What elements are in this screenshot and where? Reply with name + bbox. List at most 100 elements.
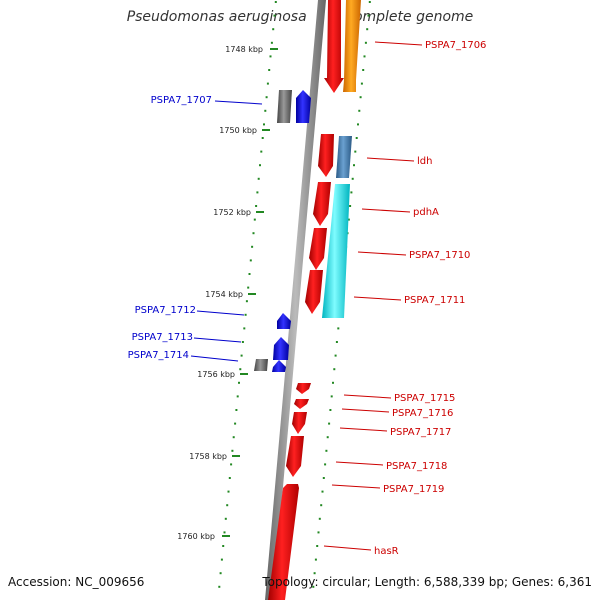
- right-track-dot: [335, 341, 338, 343]
- gene-arrow-pspa7-1718: [286, 436, 304, 477]
- gene-arrow-pspa7-1715: [296, 383, 311, 394]
- left-track-dot: [251, 245, 254, 248]
- left-track-dot: [274, 1, 277, 3]
- right-gene-labels: PSPA7_1706 ldh pdhA PSPA7_1710 PSPA7_171…: [323, 40, 486, 557]
- left-track-dot: [273, 14, 276, 17]
- left-track-dot: [223, 531, 226, 534]
- gene-arrow-ldh: [336, 136, 352, 178]
- gene-arrow-pspa7-1706: [343, 0, 361, 92]
- gene-label-pspa7-1706[interactable]: PSPA7_1706: [425, 40, 486, 51]
- left-track-dot: [252, 232, 255, 235]
- left-track-dot: [245, 300, 248, 303]
- left-track-dot: [222, 545, 225, 547]
- right-track-dot: [330, 395, 333, 398]
- gene-arrow-pspa7-1717: [292, 412, 307, 434]
- gene-label-pspa7-1707[interactable]: PSPA7_1707: [151, 95, 212, 106]
- right-track-dot: [318, 517, 321, 520]
- leader-pspa7-1713: [193, 337, 242, 343]
- gene-label-pspa7-1718[interactable]: PSPA7_1718: [386, 461, 447, 472]
- gene-label-pspa7-1717[interactable]: PSPA7_1717: [390, 427, 451, 438]
- right-track-dot: [368, 1, 371, 3]
- left-track-dot: [268, 69, 271, 71]
- left-track-dot: [270, 41, 273, 44]
- genome-title: Pseudomonas aeruginosa PA7, complete gen…: [126, 9, 474, 25]
- gene-arrow-red-1: [318, 134, 334, 177]
- scale-ticks: 1748 kbp 1750 kbp 1752 kbp 1754 kbp 1756…: [177, 45, 278, 541]
- leader-pspa7-1714: [190, 355, 239, 362]
- left-track-dot: [239, 368, 242, 371]
- gene-label-ldh[interactable]: ldh: [417, 156, 432, 167]
- gene-arrow-gray-1707: [277, 90, 292, 123]
- tick-label-1750: 1750 kbp: [219, 126, 257, 135]
- right-track-dot: [317, 531, 320, 534]
- gene-label-pspa7-1711[interactable]: PSPA7_1711: [404, 295, 465, 306]
- gene-arrow-pspa7-1706-red: [324, 0, 344, 93]
- left-track-dot: [220, 558, 223, 561]
- left-dotted-track: [218, 1, 277, 588]
- right-track-dot: [328, 422, 331, 425]
- gene-label-pspa7-1715[interactable]: PSPA7_1715: [394, 393, 455, 404]
- left-track-dot: [261, 137, 264, 139]
- leader-pspa7-1717: [339, 427, 388, 432]
- left-track-dot: [266, 82, 269, 85]
- tick-label-1756: 1756 kbp: [197, 370, 235, 379]
- leader-pspa7-1712: [196, 310, 245, 316]
- right-track-dot: [334, 354, 337, 357]
- right-track-dot: [362, 69, 365, 71]
- left-track-dot: [238, 381, 240, 384]
- left-track-dot: [236, 395, 239, 398]
- leader-pspa7-1707: [214, 100, 263, 105]
- right-track-dot: [332, 381, 334, 384]
- left-track-dot: [244, 313, 247, 316]
- right-track-dot: [353, 164, 355, 167]
- right-track-dot: [333, 368, 336, 371]
- tick-label-1758: 1758 kbp: [189, 452, 227, 461]
- left-track-dot: [243, 327, 246, 330]
- right-track-dot: [358, 109, 361, 112]
- right-track-dot: [351, 177, 354, 180]
- left-track-dot: [228, 477, 231, 479]
- gene-label-pspa7-1712[interactable]: PSPA7_1712: [135, 305, 196, 316]
- leader-pspa7-1716: [341, 408, 390, 413]
- gene-label-pdha[interactable]: pdhA: [413, 207, 439, 218]
- gene-label-pspa7-1714[interactable]: PSPA7_1714: [128, 350, 189, 361]
- left-track-dot: [219, 572, 222, 575]
- right-track-dot: [314, 558, 317, 561]
- gene-label-hasr[interactable]: hasR: [374, 546, 399, 557]
- gene-label-pspa7-1713[interactable]: PSPA7_1713: [132, 332, 193, 343]
- leader-pdha: [361, 208, 411, 213]
- left-track-dot: [231, 449, 234, 452]
- gene-arrow-red-3: [309, 228, 327, 270]
- right-track-dot: [366, 28, 369, 31]
- left-track-dot: [224, 517, 227, 520]
- right-track-dot: [355, 137, 358, 139]
- gene-arrow-pspa7-1712: [277, 313, 291, 329]
- right-track-dot: [325, 449, 328, 452]
- right-track-dot: [316, 545, 319, 547]
- left-track-dot: [269, 55, 272, 58]
- left-track-dot: [227, 490, 230, 493]
- leader-pspa7-1710: [357, 251, 407, 256]
- right-track-dot: [360, 82, 363, 85]
- right-track-dot: [326, 436, 329, 439]
- leader-ldh: [366, 157, 415, 162]
- gene-arrow-red-4: [305, 270, 323, 314]
- genome-backbone: [265, 0, 326, 600]
- leader-pspa7-1715: [343, 394, 392, 399]
- right-track-dot: [349, 205, 352, 207]
- gene-arrow-gray-1714: [254, 359, 268, 371]
- right-track-dot: [359, 96, 362, 99]
- leader-pspa7-1711: [353, 296, 402, 301]
- accession-text: Accession: NC_009656: [8, 575, 145, 589]
- left-track-dot: [230, 463, 233, 466]
- gene-label-pspa7-1719[interactable]: PSPA7_1719: [383, 484, 444, 495]
- left-track-dot: [226, 504, 229, 507]
- left-track-dot: [265, 96, 268, 99]
- gene-label-pspa7-1716[interactable]: PSPA7_1716: [392, 408, 453, 419]
- left-track-dot: [272, 28, 275, 31]
- gene-label-pspa7-1710[interactable]: PSPA7_1710: [409, 250, 470, 261]
- left-track-dot: [257, 177, 260, 180]
- reverse-features: [254, 90, 311, 372]
